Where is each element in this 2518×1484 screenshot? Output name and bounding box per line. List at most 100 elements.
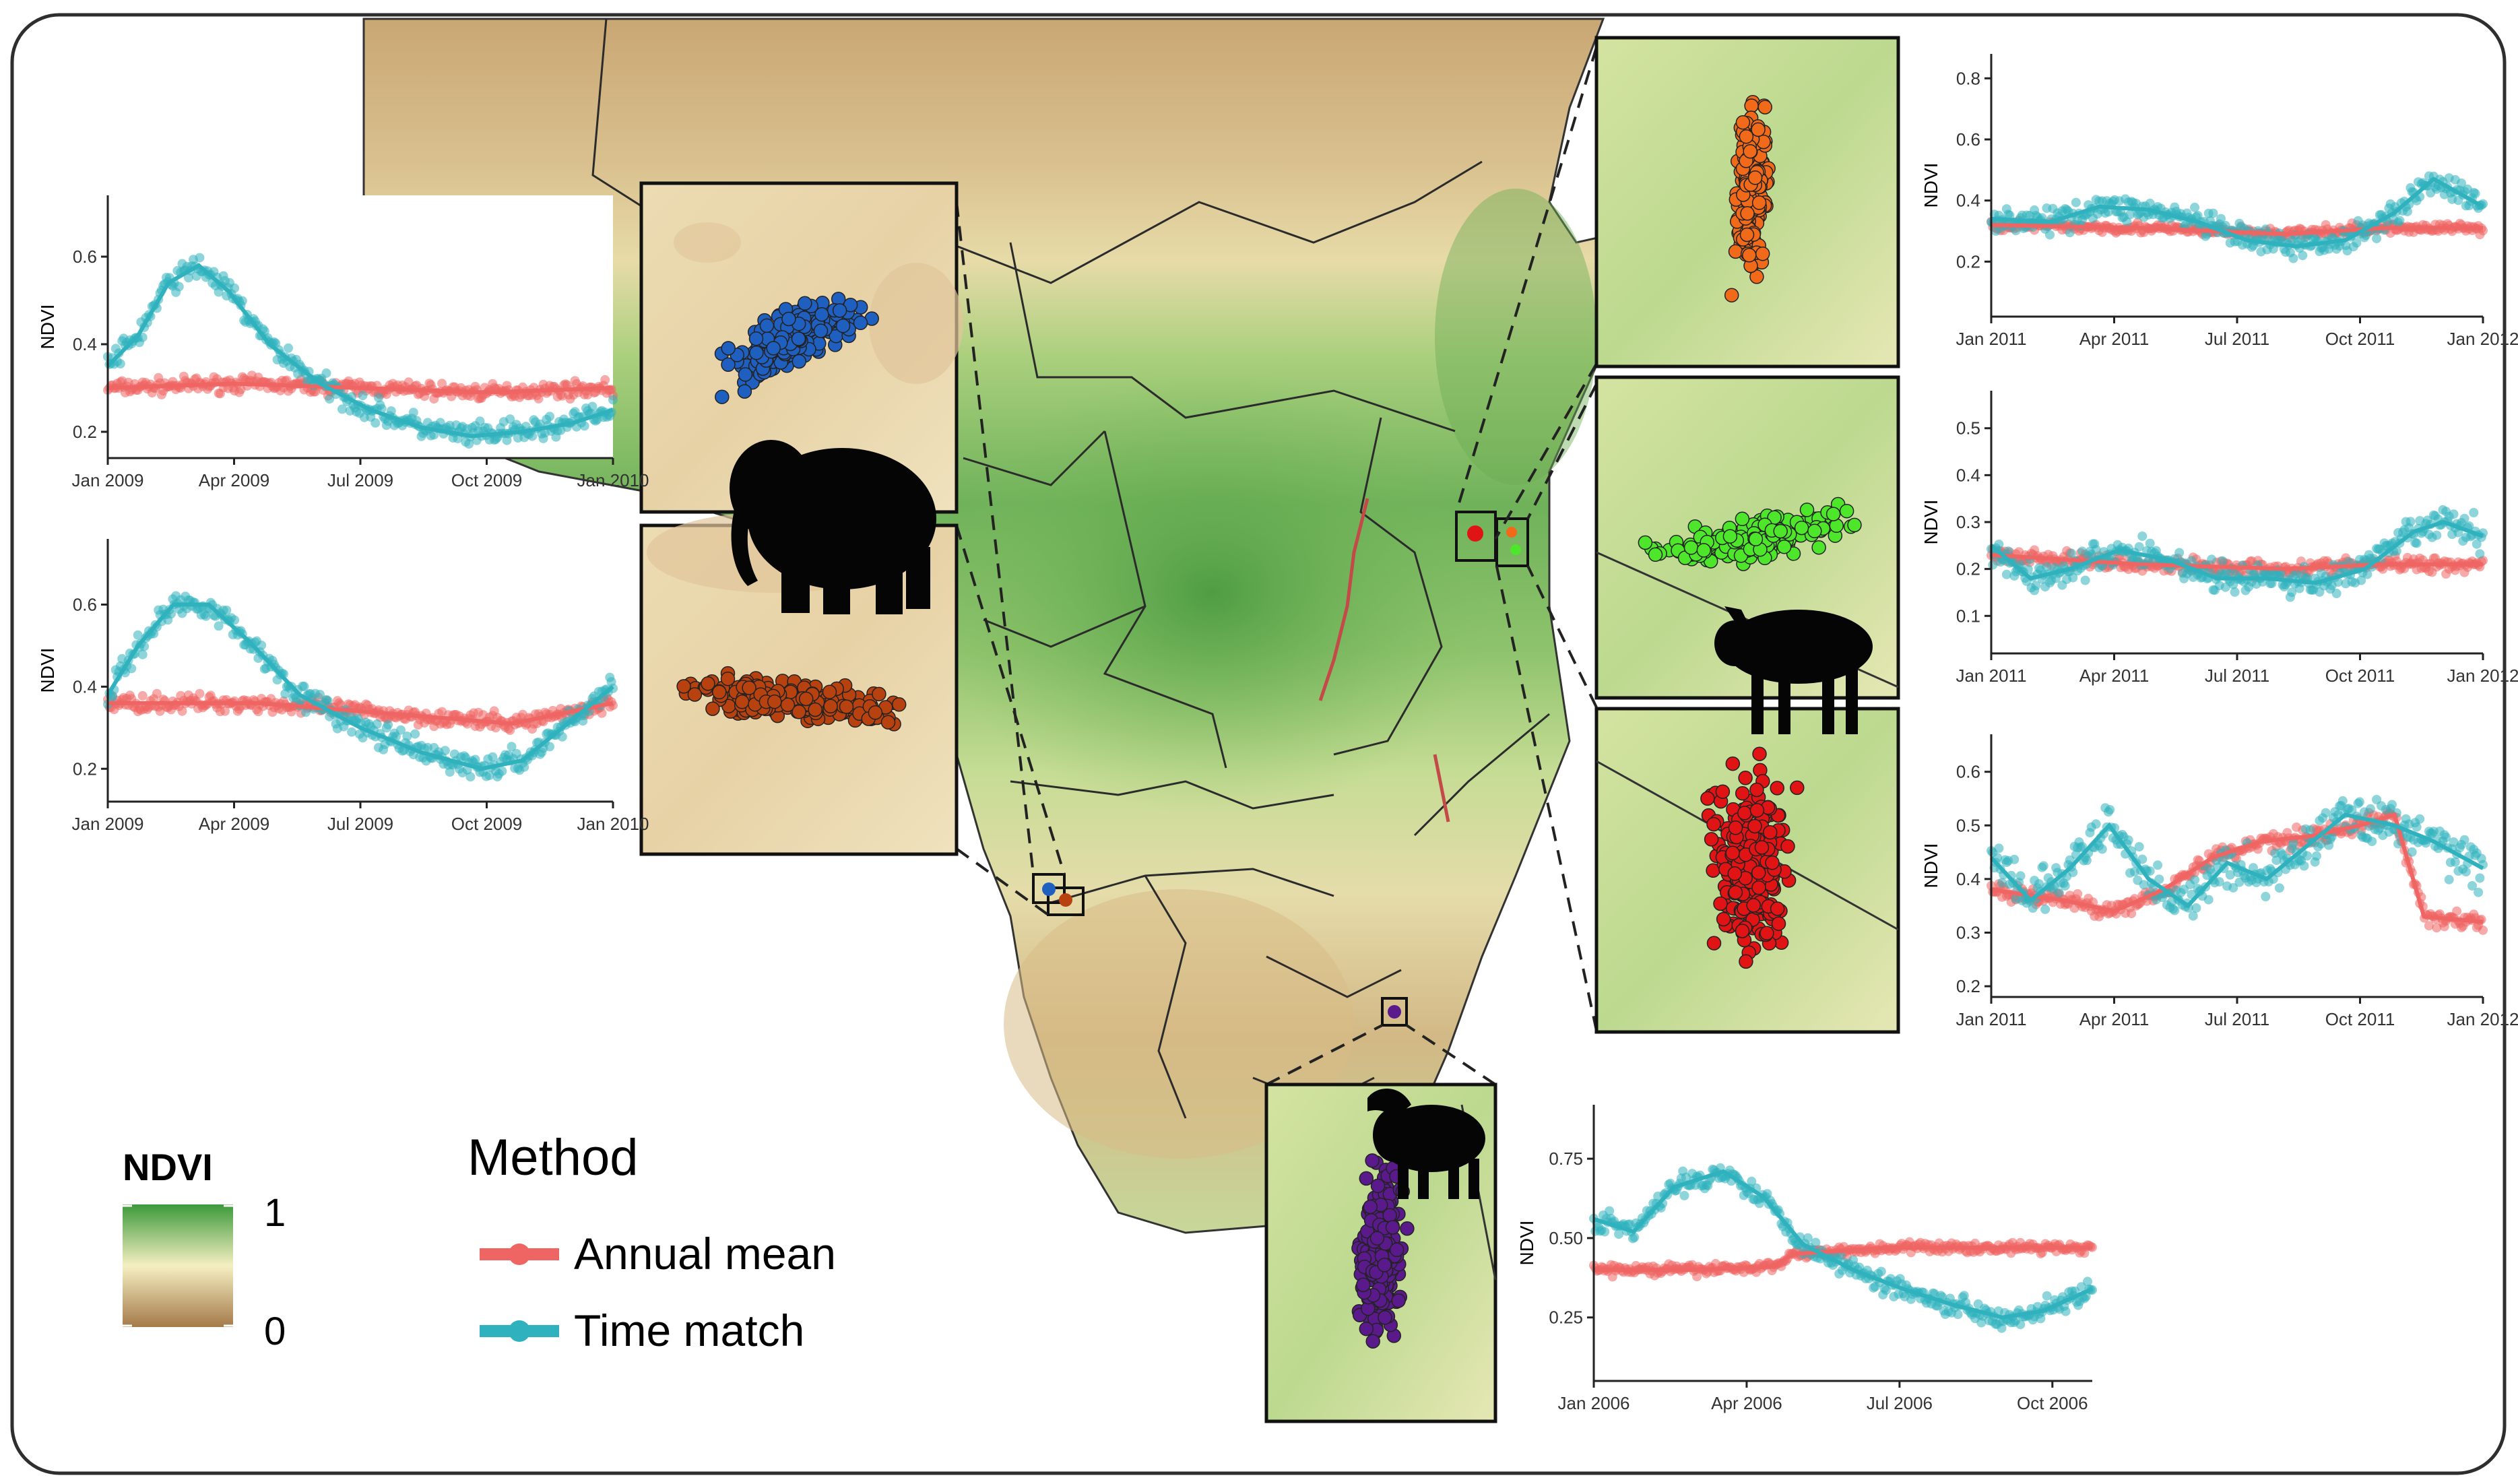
gps-point xyxy=(1749,803,1765,818)
data-point-time-match xyxy=(391,732,401,742)
gps-point xyxy=(1369,1231,1385,1246)
data-point-time-match xyxy=(445,767,455,777)
data-point-time-match xyxy=(2261,892,2271,901)
data-point-time-match xyxy=(299,682,309,691)
y-tick-label: 0.3 xyxy=(1956,512,1980,532)
data-point-time-match xyxy=(300,707,311,717)
x-tick-label: Apr 2011 xyxy=(2079,329,2150,349)
gps-point xyxy=(853,315,868,331)
data-point-annual-mean xyxy=(2478,925,2488,935)
location-box-buffalo xyxy=(1381,997,1408,1027)
data-point-time-match xyxy=(230,615,240,625)
data-point-time-match xyxy=(2470,189,2480,199)
data-point-time-match xyxy=(127,664,137,674)
gps-point xyxy=(1765,855,1780,870)
data-point-annual-mean xyxy=(2073,889,2083,899)
data-point-time-match xyxy=(2105,805,2115,814)
y-tick-label: 0.6 xyxy=(73,595,97,615)
location-box-wildebeest-2 xyxy=(1495,517,1529,567)
data-point-time-match xyxy=(174,282,184,292)
y-axis-label: NDVI xyxy=(1920,500,1941,545)
gps-point xyxy=(1790,780,1805,796)
gps-point xyxy=(766,341,781,356)
gps-point xyxy=(1716,911,1731,927)
data-point-time-match xyxy=(545,412,554,422)
gps-point xyxy=(1780,839,1795,854)
gps-point xyxy=(1794,520,1809,536)
data-point-time-match xyxy=(2365,804,2375,814)
gps-point xyxy=(737,384,752,399)
data-point-time-match xyxy=(2190,875,2200,885)
gps-point xyxy=(1748,531,1764,547)
gps-point xyxy=(1683,540,1699,555)
data-point-time-match xyxy=(2203,895,2214,905)
gps-point xyxy=(1799,503,1815,517)
x-tick-label: Apr 2009 xyxy=(199,814,270,834)
x-tick-label: Jan 2010 xyxy=(577,814,649,834)
data-point-time-match xyxy=(2288,253,2298,263)
gps-point xyxy=(1378,1310,1392,1325)
location-dot-elephant-2 xyxy=(1059,893,1072,907)
data-point-time-match xyxy=(557,732,567,742)
gps-point xyxy=(721,357,736,373)
gps-point xyxy=(1770,901,1785,916)
gps-point xyxy=(1725,845,1740,861)
gps-point xyxy=(1770,781,1784,796)
gps-point xyxy=(1739,954,1753,969)
gps-points-wildebeest-1 xyxy=(1724,94,1776,302)
gps-point xyxy=(1700,791,1715,806)
x-tick-label: Jul 2011 xyxy=(2205,1009,2269,1029)
plot-area xyxy=(108,539,613,802)
data-point-time-match xyxy=(2040,904,2051,914)
location-dot-wildebeest-1 xyxy=(1467,525,1483,542)
gps-point xyxy=(1389,1242,1405,1258)
x-tick-label: Oct 2009 xyxy=(451,814,523,834)
y-tick-label: 0.4 xyxy=(1956,465,1980,485)
inset-wildebeest-1 xyxy=(1594,36,1900,368)
x-tick-label: Jan 2012 xyxy=(2447,666,2518,686)
data-point-time-match xyxy=(2331,589,2342,598)
data-point-annual-mean xyxy=(137,690,148,701)
gps-point xyxy=(767,694,782,709)
data-point-time-match xyxy=(2045,230,2055,240)
data-point-time-match xyxy=(222,606,232,615)
data-point-time-match xyxy=(527,431,538,441)
gps-point xyxy=(1737,806,1752,820)
data-point-time-match xyxy=(505,414,515,424)
gps-point xyxy=(798,296,812,311)
gps-point xyxy=(1728,820,1743,835)
gps-points-elephant-2 xyxy=(676,666,907,732)
data-point-time-match xyxy=(2230,587,2240,597)
data-point-time-match xyxy=(2274,883,2284,893)
buffalo-silhouette-icon xyxy=(1367,1089,1485,1199)
gps-point xyxy=(749,345,764,360)
gps-point xyxy=(738,367,753,382)
elephant-silhouette-icon xyxy=(730,440,936,614)
gps-point xyxy=(1377,1258,1392,1272)
gps-point xyxy=(872,686,886,702)
x-tick-label: Jul 2009 xyxy=(327,814,393,834)
x-tick-label: Apr 2011 xyxy=(2079,1009,2150,1029)
data-point-time-match xyxy=(347,727,357,737)
x-tick-label: Jan 2010 xyxy=(577,470,649,490)
gps-point xyxy=(1749,782,1764,798)
data-point-time-match xyxy=(2474,887,2484,897)
y-tick-label: 0.2 xyxy=(73,759,97,779)
gps-point xyxy=(712,684,727,700)
y-tick-label: 0.6 xyxy=(1956,762,1980,782)
gps-point xyxy=(1847,517,1862,533)
gps-point xyxy=(1648,547,1663,562)
y-tick-label: 0.6 xyxy=(73,247,97,267)
gps-point xyxy=(705,701,720,716)
wildebeest-silhouette-icon xyxy=(1714,606,1873,734)
gps-point xyxy=(1811,540,1826,555)
gps-point xyxy=(1773,523,1788,539)
data-point-time-match xyxy=(2028,903,2038,913)
gps-point xyxy=(1725,756,1741,771)
x-tick-label: Jan 2012 xyxy=(2447,329,2518,349)
data-point-time-match xyxy=(2432,530,2442,540)
data-point-time-match xyxy=(2060,880,2070,891)
